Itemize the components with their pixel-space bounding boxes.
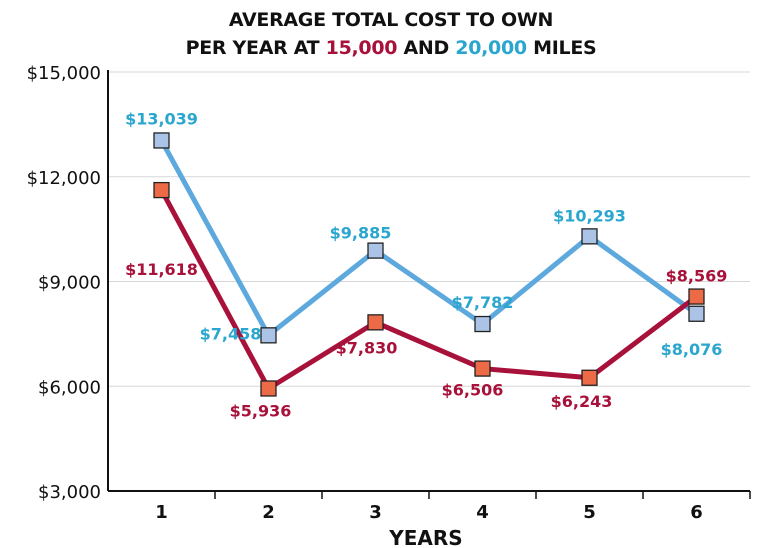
grid-lines xyxy=(108,71,750,387)
series-15000-miles-data-label: $7,830 xyxy=(336,338,398,357)
series-20000-miles-data-label: $9,885 xyxy=(330,224,392,243)
y-tick-label: $6,000 xyxy=(38,377,101,398)
chart-title: AVERAGE TOTAL COST TO OWN PER YEAR AT 15… xyxy=(0,6,782,62)
series-20000-miles-data-label: $10,293 xyxy=(553,206,626,225)
x-tick-label: 2 xyxy=(262,502,275,523)
y-tick-labels: $3,000 $6,000 $9,000 $12,000 $15,000 xyxy=(27,63,101,503)
series-15000-miles-marker xyxy=(474,360,491,377)
axes xyxy=(107,70,751,499)
x-axis-label: YEARS xyxy=(388,526,462,548)
series-15000-miles-marker xyxy=(260,380,277,397)
series-20000-miles-data-label: $7,458 xyxy=(200,324,262,343)
series-15000-miles-data-label: $6,243 xyxy=(551,392,613,411)
series-15000-miles-marker xyxy=(581,369,598,386)
series-15000-miles-marker xyxy=(153,181,170,199)
series-20000-miles-line xyxy=(159,139,698,340)
series-15000-miles-data-label: $6,506 xyxy=(442,381,504,400)
series-20000-miles-marker xyxy=(260,327,277,344)
series-20000-miles-data-label: $8,076 xyxy=(661,340,723,359)
series-15000-miles-line xyxy=(159,188,699,393)
series-20000-miles-marker xyxy=(367,242,384,259)
series-20000-miles-marker xyxy=(474,315,491,333)
x-tick-label: 3 xyxy=(369,502,382,523)
series-15000-miles-marker xyxy=(688,288,705,305)
title-prefix: PER YEAR AT xyxy=(185,37,326,59)
series-15000-miles-marker xyxy=(367,314,384,331)
series-15000-miles-data-label: $5,936 xyxy=(230,401,292,420)
x-tick-labels: 1 2 3 4 5 6 xyxy=(155,502,703,523)
series-20000-miles-marker xyxy=(688,305,705,322)
x-tick-label: 5 xyxy=(583,502,596,523)
data-labels: $13,039 $7,458 $9,885 $7,782 $10,293 $8,076 $1… xyxy=(125,109,727,420)
y-tick-label: $3,000 xyxy=(38,482,101,503)
series-20000-miles-data-label: $13,039 xyxy=(125,109,198,128)
y-tick-label: $9,000 xyxy=(38,273,101,294)
series-15000-miles-data-label: $11,618 xyxy=(125,260,198,279)
series-20000-miles-data-label: $7,782 xyxy=(452,293,514,312)
title-and: AND xyxy=(397,37,456,59)
series-15000-miles-data-label: $8,569 xyxy=(666,267,728,286)
title-20000: 20,000 xyxy=(455,37,527,59)
y-tick-label: $12,000 xyxy=(27,168,101,189)
chart-title-line-2: PER YEAR AT 15,000 AND 20,000 MILES xyxy=(0,34,782,62)
title-suffix: MILES xyxy=(526,37,597,59)
x-tick-label: 6 xyxy=(690,502,703,523)
series-lines xyxy=(159,139,699,393)
x-tick-label: 4 xyxy=(476,502,489,523)
x-tick-label: 1 xyxy=(155,502,168,523)
chart-title-line-1: AVERAGE TOTAL COST TO OWN xyxy=(228,9,554,31)
y-tick-label: $15,000 xyxy=(27,63,101,84)
series-20000-miles-marker xyxy=(581,228,598,245)
title-15000: 15,000 xyxy=(325,37,398,59)
series-20000-miles-marker xyxy=(153,132,170,149)
series-markers xyxy=(153,132,705,397)
